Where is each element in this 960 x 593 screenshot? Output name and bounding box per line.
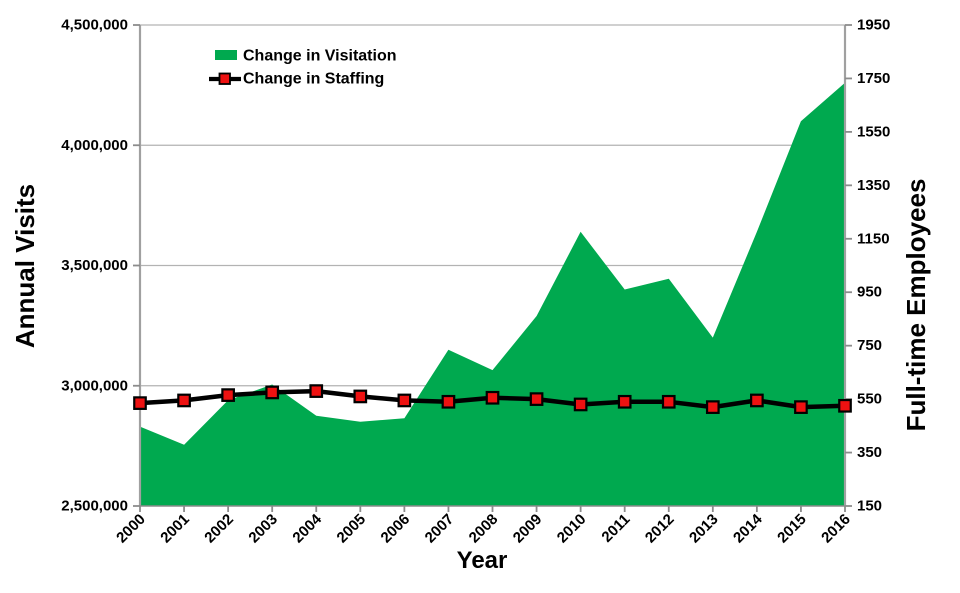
staffing-marker [794, 400, 808, 414]
staffing-marker [353, 389, 368, 404]
left-axis-tick-label: 4,500,000 [61, 17, 128, 34]
staffing-marker [573, 397, 588, 412]
right-axis-tick-label: 150 [857, 498, 882, 515]
staffing-marker [441, 394, 456, 409]
x-axis-year-label: 2002 [201, 511, 237, 547]
left-axis-tick-label: 3,500,000 [61, 257, 128, 274]
staffing-marker [485, 390, 500, 405]
right-axis-title: Full-time Employees [901, 179, 931, 432]
legend-visitation-swatch [215, 50, 237, 60]
x-axis-year-label: 2015 [774, 511, 810, 547]
legend-staffing-marker [218, 72, 231, 85]
right-axis-tick-label: 1350 [857, 177, 890, 194]
right-axis-tick-label: 350 [857, 444, 882, 461]
staffing-marker [265, 385, 280, 400]
staffing-marker [750, 393, 764, 408]
staffing-marker [221, 388, 235, 402]
legend: Change in Visitation Change in Staffing [209, 48, 397, 88]
left-axis-tick-label: 3,000,000 [61, 377, 128, 394]
x-axis-year-label: 2006 [378, 511, 414, 547]
x-axis-year-label: 2007 [422, 511, 458, 547]
staffing-marker [397, 393, 412, 408]
axes [133, 24, 852, 512]
x-axis-year-label: 2005 [334, 511, 370, 547]
x-axis-year-label: 2016 [818, 511, 854, 547]
left-axis-tick-label: 4,000,000 [61, 137, 128, 154]
x-axis-year-label: 2000 [113, 511, 149, 547]
legend-staffing-label: Change in Staffing [243, 71, 384, 88]
staffing-marker [705, 400, 720, 414]
x-axis-year-label: 2012 [642, 511, 678, 547]
x-axis-year-label: 2010 [554, 511, 590, 547]
staffing-marker [133, 396, 147, 410]
right-axis-tick-label: 550 [857, 391, 882, 408]
x-axis-year-label: 2014 [730, 510, 766, 546]
staffing-marker [177, 393, 191, 408]
right-axis-tick-label: 1950 [857, 17, 890, 34]
x-axis-year-label: 2009 [510, 511, 546, 547]
left-axis-tick-label: 2,500,000 [61, 498, 128, 515]
x-axis-year-label: 2008 [466, 511, 502, 547]
staffing-line-layer [133, 384, 852, 414]
x-axis-year-label: 2013 [686, 511, 722, 547]
right-axis-tick-label: 750 [857, 337, 882, 354]
right-axis-tick-label: 1550 [857, 123, 890, 140]
staffing-marker [838, 398, 852, 413]
legend-visitation-label: Change in Visitation [243, 48, 397, 65]
right-axis-tick-label: 1150 [857, 230, 890, 247]
x-axis-year-label: 2003 [245, 511, 281, 547]
visitation-area [140, 82, 845, 506]
left-axis-title: Annual Visits [10, 184, 40, 348]
x-axis-title: Year [457, 547, 508, 574]
staffing-marker [309, 384, 324, 398]
visitation-area-layer [140, 82, 845, 506]
x-axis-year-label: 2004 [289, 510, 325, 546]
staffing-marker [661, 394, 676, 409]
right-axis-tick-label: 950 [857, 284, 882, 301]
right-axis-tick-label: 1750 [857, 70, 890, 87]
x-axis-year-label: 2001 [157, 511, 193, 547]
staffing-marker [529, 392, 544, 406]
x-axis-year-label: 2011 [598, 511, 633, 546]
staffing-marker [617, 394, 632, 409]
